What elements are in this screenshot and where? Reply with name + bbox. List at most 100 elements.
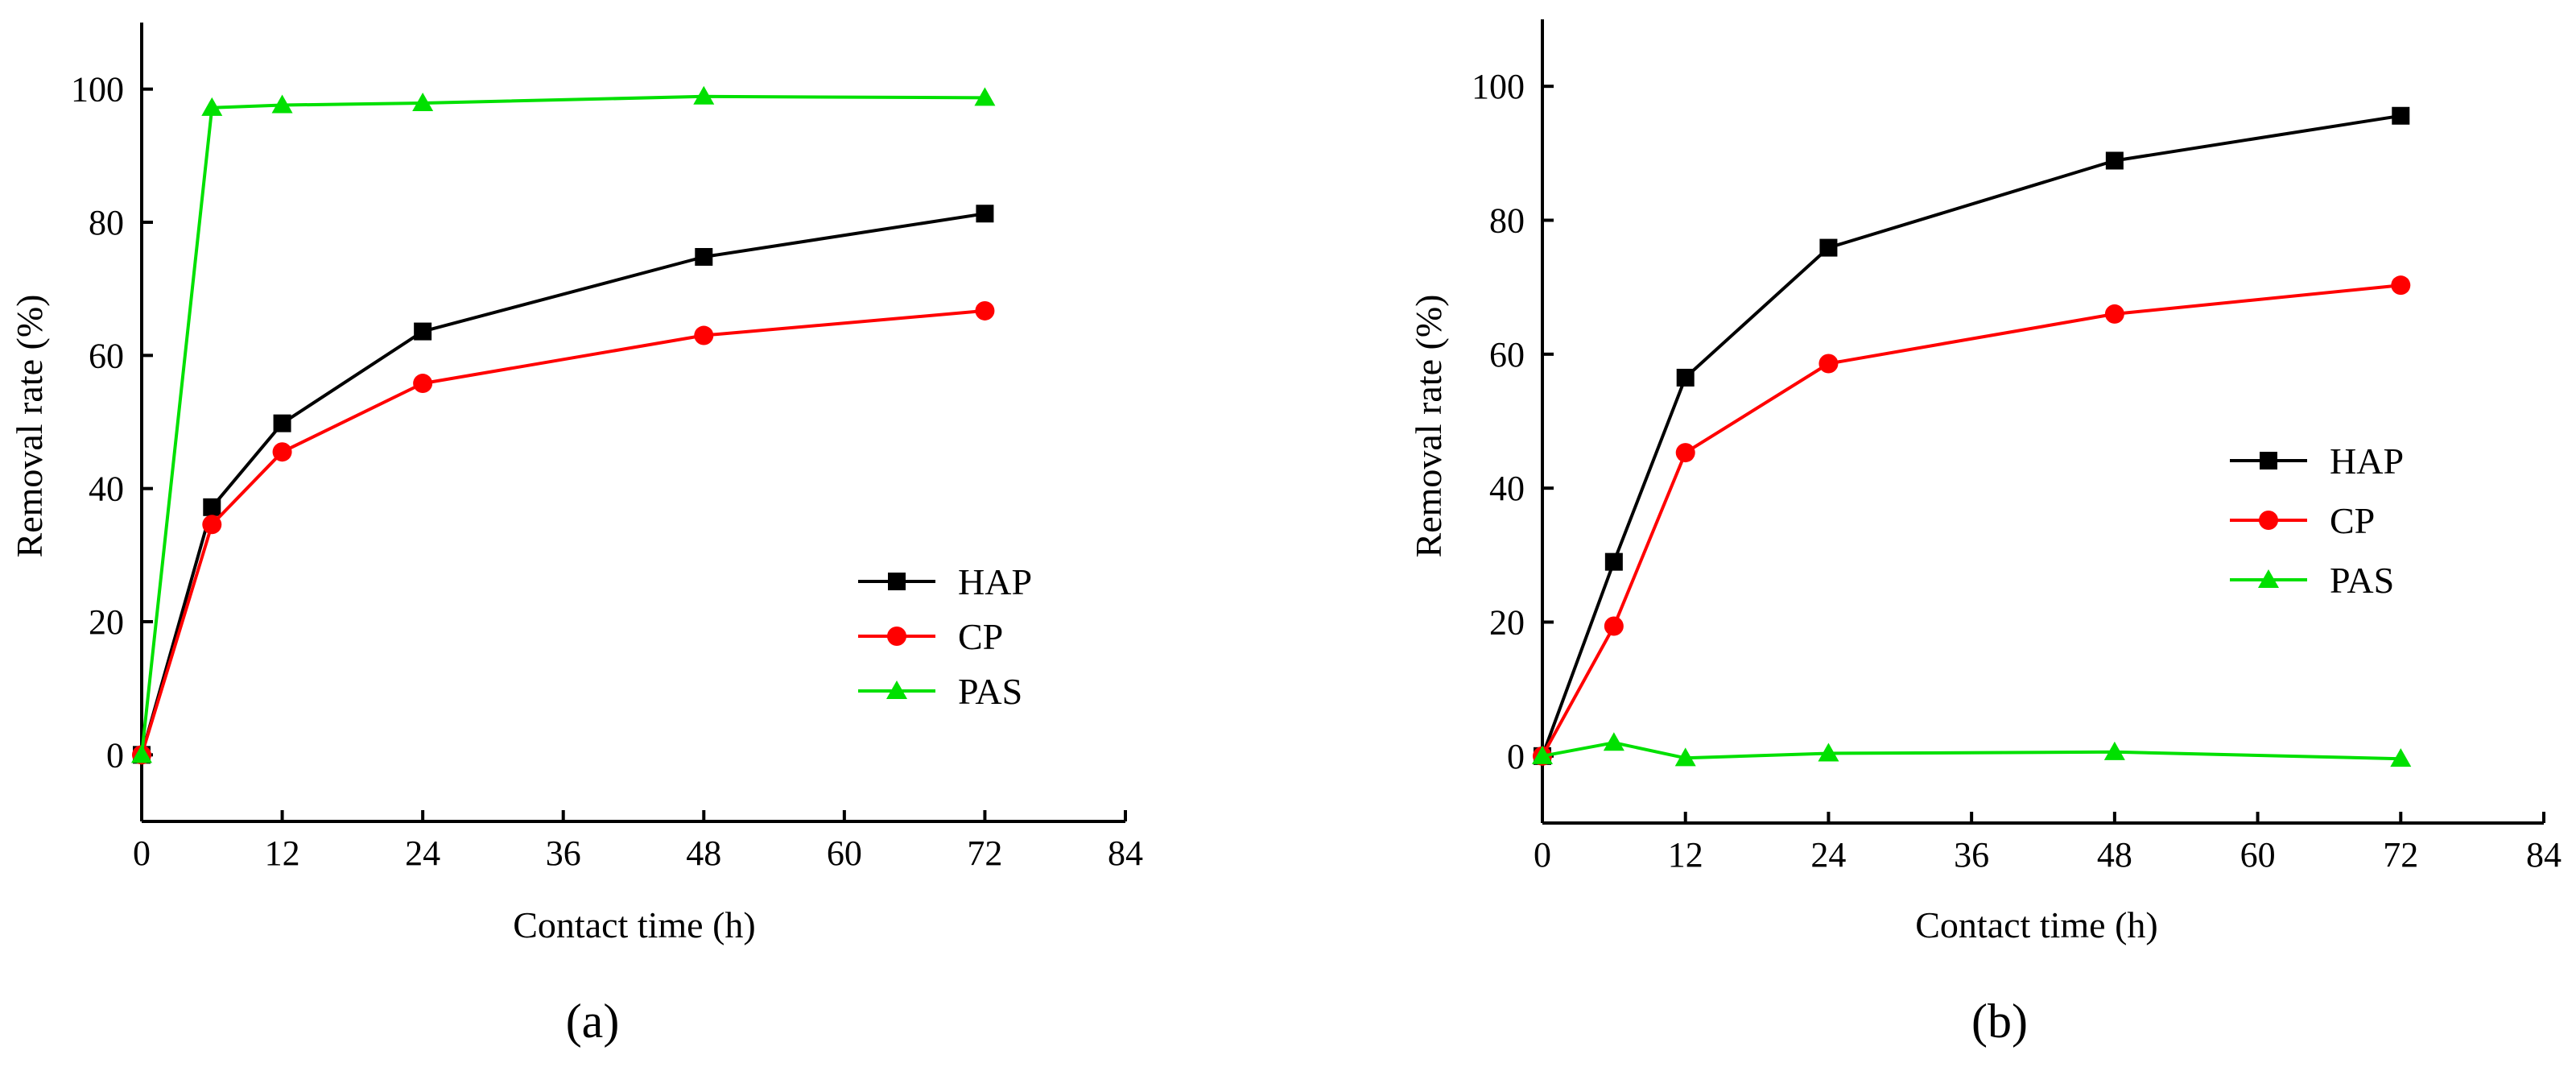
data-point-pas: [974, 87, 996, 106]
x-tick-label: 48: [2097, 835, 2132, 875]
series-cp: [132, 300, 995, 765]
x-tick-label: 12: [1668, 835, 1703, 875]
data-point-hap: [2105, 151, 2124, 170]
legend-label-hap: HAP: [2330, 441, 2404, 482]
legend-item-hap: HAP: [2230, 441, 2404, 482]
legend-item-pas: PAS: [858, 671, 1022, 712]
data-point-pas: [1674, 747, 1696, 767]
data-point-pas: [2103, 741, 2125, 760]
data-point-cp: [1818, 354, 1839, 374]
series-line-hap: [1541, 114, 2401, 757]
y-tick-label: 80: [89, 203, 124, 242]
data-point-pas: [412, 93, 434, 112]
legend-marker-cp: [887, 627, 906, 646]
axes: 0 12 24 36 48 60 72 84 0 20 40 60 80 100: [71, 23, 1143, 873]
legend-marker-pas: [2258, 569, 2279, 588]
x-axis-label: Contact time (h): [1915, 904, 2157, 945]
data-point-cp: [413, 374, 433, 394]
data-point-pas: [131, 744, 152, 763]
x-tick-label: 24: [1810, 835, 1846, 875]
data-point-pas: [201, 97, 223, 116]
y-tick-label: 40: [89, 469, 124, 509]
data-point-cp: [1604, 616, 1624, 636]
legend-label-hap: HAP: [958, 561, 1032, 602]
series-line-pas: [1542, 741, 2401, 761]
series-line-pas: [140, 94, 985, 755]
data-point-cp: [694, 325, 714, 345]
data-point-cp: [1675, 443, 1695, 463]
legend-marker-cp: [2259, 511, 2278, 530]
x-axis-label: Contact time (h): [513, 904, 755, 945]
x-tick-label: 36: [546, 833, 581, 873]
data-point-pas: [1603, 732, 1624, 751]
series-line-hap: [140, 212, 985, 755]
data-point-pas: [271, 94, 293, 114]
axes: 0 12 24 36 48 60 72 84 0 20 40 60 80 100: [1472, 19, 2562, 875]
series-pas: [1532, 732, 2412, 767]
y-tick-label: 100: [1472, 67, 1525, 106]
legend-label-cp: CP: [958, 616, 1003, 657]
legend-item-pas: PAS: [2230, 560, 2394, 601]
legend-marker-hap: [888, 573, 906, 590]
y-tick-label: 40: [1489, 469, 1525, 508]
series-line-cp: [140, 308, 985, 755]
chart-panel-a: 0 12 24 36 48 60 72 84 0 20 40 60 80 100 Removal rate…: [9, 23, 1143, 1048]
y-tick-label: 60: [89, 336, 124, 375]
x-tick-label: 48: [686, 833, 721, 873]
data-point-hap: [1676, 368, 1695, 387]
data-point-hap: [203, 498, 221, 516]
data-point-hap: [1604, 552, 1623, 571]
data-point-pas: [1532, 745, 1553, 764]
legend-label-cp: CP: [2330, 500, 2375, 541]
y-tick-label: 60: [1489, 335, 1525, 374]
legend-marker-hap: [2260, 452, 2277, 469]
panel-label-a: (a): [566, 995, 620, 1048]
legend-item-cp: CP: [858, 616, 1003, 657]
x-tick-label: 60: [2240, 835, 2276, 875]
y-tick-label: 0: [106, 735, 124, 775]
x-tick-label: 60: [827, 833, 862, 873]
y-axis-label: Removal rate (%): [1408, 295, 1449, 558]
legend-marker-pas: [886, 680, 907, 699]
data-point-pas: [1818, 742, 1839, 762]
y-tick-label: 100: [71, 70, 124, 110]
data-point-pas: [2390, 748, 2412, 767]
x-tick-label: 84: [2526, 835, 2562, 875]
x-tick-label: 0: [133, 833, 151, 873]
y-tick-label: 20: [89, 602, 124, 642]
series-line-cp: [1541, 283, 2401, 757]
x-tick-label: 84: [1108, 833, 1143, 873]
series-hap: [133, 205, 994, 764]
x-tick-label: 12: [265, 833, 300, 873]
data-point-cp: [2104, 304, 2124, 324]
data-point-hap: [414, 322, 432, 341]
x-tick-label: 0: [1534, 835, 1551, 875]
data-point-pas: [693, 85, 715, 105]
chart-panel-b: 0 12 24 36 48 60 72 84 0 20 40 60 80 100 Removal rate…: [1408, 19, 2562, 1048]
data-point-cp: [2391, 275, 2411, 296]
legend-item-hap: HAP: [858, 561, 1032, 602]
data-point-hap: [273, 414, 291, 432]
y-tick-label: 80: [1489, 201, 1525, 241]
x-tick-label: 72: [967, 833, 1002, 873]
legend-item-cp: CP: [2230, 500, 2375, 541]
y-tick-label: 0: [1507, 737, 1525, 776]
series-hap: [1534, 106, 2410, 765]
legend: HAP CP PAS: [858, 561, 1032, 712]
series-pas: [131, 85, 996, 763]
panel-label-b: (b): [1971, 995, 2028, 1048]
data-point-cp: [975, 300, 995, 321]
y-tick-label: 20: [1489, 603, 1525, 643]
data-point-hap: [976, 205, 994, 223]
data-point-cp: [202, 515, 222, 535]
y-axis-label: Removal rate (%): [9, 295, 50, 558]
data-point-cp: [272, 442, 292, 462]
x-tick-label: 24: [405, 833, 440, 873]
data-point-hap: [695, 247, 713, 266]
legend-label-pas: PAS: [958, 671, 1022, 712]
x-tick-label: 36: [1954, 835, 1989, 875]
legend-label-pas: PAS: [2330, 560, 2394, 601]
legend: HAP CP PAS: [2230, 441, 2404, 601]
data-point-hap: [2392, 106, 2410, 125]
x-tick-label: 72: [2383, 835, 2418, 875]
